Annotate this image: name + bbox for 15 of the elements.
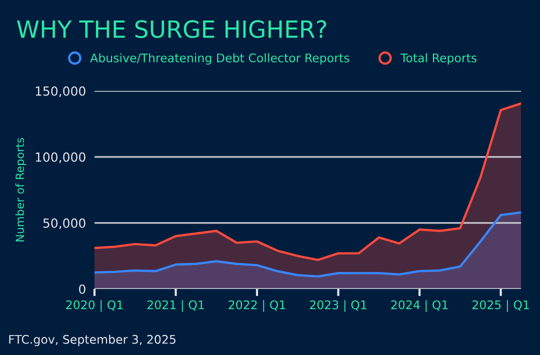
y-tick-label: 50,000 xyxy=(43,218,86,230)
y-tick-label: 0 xyxy=(79,284,86,294)
x-tick-label: 2024 | Q1 xyxy=(391,300,448,312)
x-tick-label: 2020 | Q1 xyxy=(66,300,123,312)
x-tick-label: 2021 | Q1 xyxy=(147,300,204,312)
legend-label: Total Reports xyxy=(400,53,476,65)
y-tick-label: 150,000 xyxy=(36,86,86,98)
x-tick-label: 2022 | Q1 xyxy=(228,300,286,312)
x-tick-label: 2025 | Q1 xyxy=(472,300,529,312)
text: FTC.gov, September 3, 2025 xyxy=(9,334,176,346)
x-tick-label: 2023 | Q1 xyxy=(310,300,366,312)
chart-title: WHY THE SURGE HIGHER? xyxy=(16,20,326,38)
y-tick-label: 100,000 xyxy=(36,152,86,164)
legend-label: Abusive/Threatening Debt Collector Reports xyxy=(90,53,350,65)
y-axis-title: Number of Reports xyxy=(15,138,26,242)
